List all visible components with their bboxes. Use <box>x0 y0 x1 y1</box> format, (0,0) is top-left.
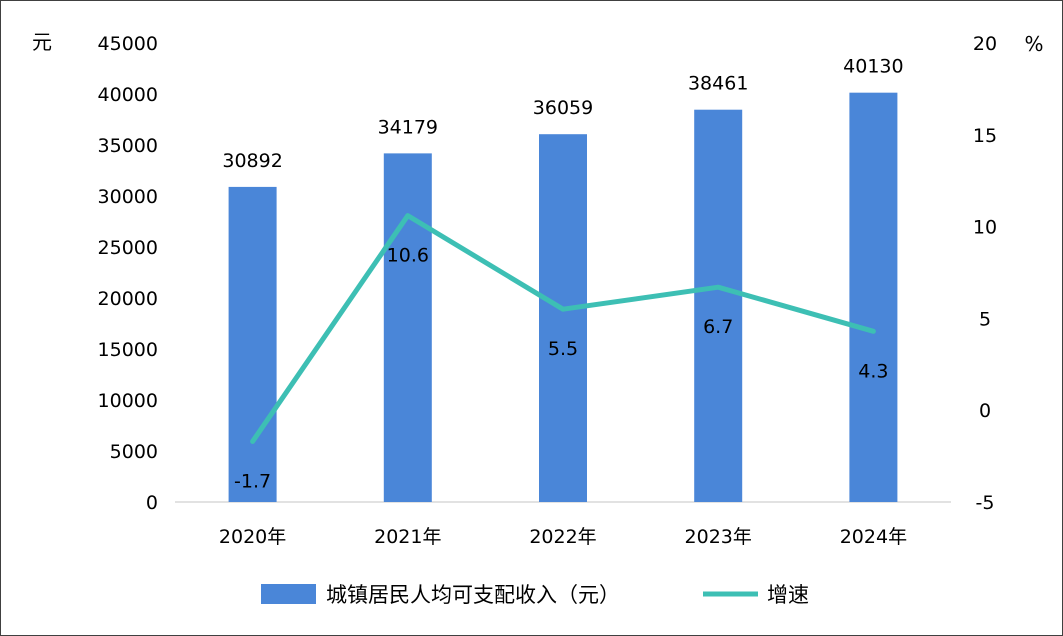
y-right-tick-label: 15 <box>973 125 997 147</box>
y-left-tick-label: 20000 <box>98 288 158 310</box>
bar-data-label: 38461 <box>688 73 748 95</box>
y-left-tick-label: 25000 <box>98 237 158 259</box>
x-tick-label: 2024年 <box>840 526 907 548</box>
y-right-unit: % <box>1024 32 1043 56</box>
bar <box>539 134 587 503</box>
y-right-tick-label: 0 <box>979 400 991 422</box>
bar-data-labels: 30892 34179 36059 38461 40130 <box>222 56 903 172</box>
growth-line <box>250 213 876 444</box>
line-data-label: 10.6 <box>387 245 429 267</box>
y-right-tick-label: 10 <box>973 217 997 239</box>
line-series <box>250 213 876 444</box>
y-left-tick-label: 5000 <box>110 441 158 463</box>
y-left-tick-label: 15000 <box>98 339 158 361</box>
bar <box>694 109 743 502</box>
y-right-tick-label: -5 <box>976 492 995 514</box>
line-data-label: 4.3 <box>858 360 888 382</box>
y-right-tick-labels: -5 0 5 10 15 20 <box>973 33 997 514</box>
bar <box>228 186 277 502</box>
legend: 城镇居民人均可支配收入（元） 增速 <box>261 583 809 607</box>
y-left-tick-label: 35000 <box>98 135 158 157</box>
bar <box>383 153 432 502</box>
x-tick-label: 2023年 <box>685 526 752 548</box>
y-left-tick-label: 0 <box>146 492 158 514</box>
legend-bar-swatch <box>261 584 316 604</box>
y-right-tick-label: 20 <box>973 33 997 55</box>
bar <box>849 92 898 502</box>
x-tick-labels: 2020年 2021年 2022年 2023年 2024年 <box>219 526 907 548</box>
y-left-tick-label: 10000 <box>98 390 158 412</box>
y-left-tick-label: 45000 <box>98 33 158 55</box>
y-left-unit: 元 <box>32 30 52 54</box>
bar-data-label: 36059 <box>533 97 593 119</box>
x-tick-label: 2020年 <box>219 526 286 548</box>
y-right-tick-label: 5 <box>979 308 991 330</box>
legend-bar-label: 城镇居民人均可支配收入（元） <box>326 583 620 607</box>
legend-line-label: 增速 <box>767 583 809 607</box>
y-left-tick-label: 40000 <box>98 84 158 106</box>
y-left-tick-labels: 0 5000 10000 15000 20000 25000 30000 35000 40000… <box>98 33 158 514</box>
bar-series <box>228 92 898 503</box>
line-data-label: -1.7 <box>234 470 271 492</box>
y-left-tick-label: 30000 <box>98 186 158 208</box>
x-tick-label: 2021年 <box>374 526 441 548</box>
bar-data-label: 40130 <box>843 56 903 78</box>
x-tick-label: 2022年 <box>529 526 596 548</box>
line-data-label: 5.5 <box>548 338 578 360</box>
line-data-label: 6.7 <box>703 316 733 338</box>
bar-data-label: 30892 <box>222 150 282 172</box>
line-data-labels: -1.7 10.6 5.5 6.7 4.3 <box>234 245 888 493</box>
bar-data-label: 34179 <box>378 116 438 138</box>
